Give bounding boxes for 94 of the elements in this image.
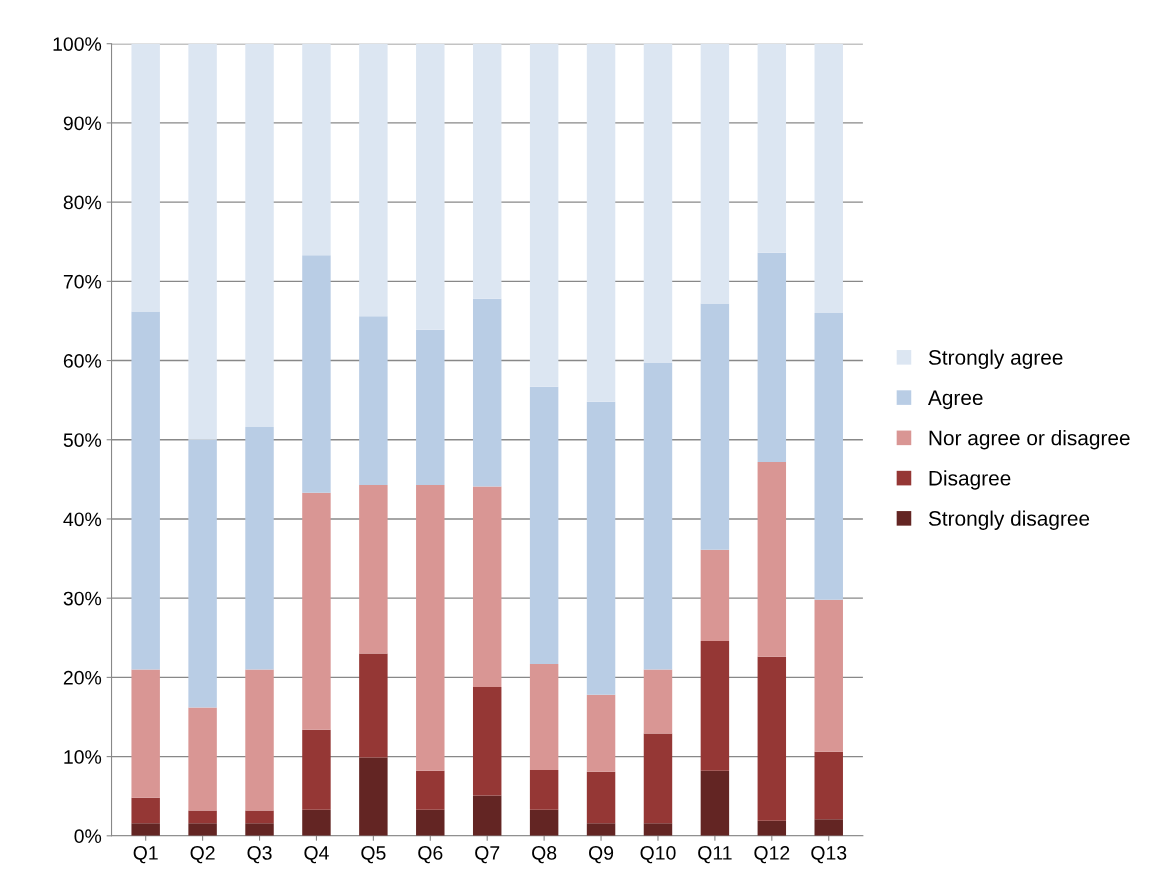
bar	[529, 770, 559, 810]
bar	[700, 43, 730, 304]
bar	[700, 640, 730, 771]
bar	[529, 663, 559, 771]
x-tick-label: Q4	[304, 846, 329, 864]
bar	[245, 427, 274, 670]
legend-label: Strongly disagree	[928, 510, 1090, 530]
bar	[302, 729, 331, 810]
bar	[643, 362, 673, 670]
x-tick-label: Q13	[811, 846, 847, 864]
bar	[359, 316, 388, 485]
x-tick-label: Q3	[247, 846, 272, 864]
x-tick-label: Q1	[133, 846, 158, 864]
bar	[472, 43, 502, 299]
bar	[757, 461, 787, 657]
x-tick-label: Q8	[532, 846, 557, 864]
bar	[302, 809, 331, 836]
bar	[757, 43, 787, 253]
bar	[416, 43, 445, 330]
bar	[643, 669, 673, 734]
x-tick-label: Q7	[475, 846, 500, 864]
bar	[814, 43, 843, 314]
y-tick-label: 80%	[63, 195, 102, 210]
bar	[245, 823, 274, 836]
bar	[359, 484, 388, 654]
bar	[188, 43, 217, 440]
bar	[643, 733, 673, 824]
bar	[359, 653, 388, 758]
bar	[814, 313, 843, 600]
legend-label: Disagree	[929, 470, 1011, 490]
bar	[529, 386, 559, 664]
y-tick-label: 30%	[63, 591, 102, 606]
y-tick-label: 40%	[63, 512, 102, 527]
bar	[814, 819, 843, 836]
legend-label: Strongly agree	[928, 349, 1063, 369]
bar	[416, 484, 445, 771]
bar	[245, 669, 274, 811]
y-tick-label: 50%	[63, 433, 102, 447]
bar	[188, 810, 217, 824]
bar	[188, 707, 217, 811]
bar	[131, 823, 160, 836]
bar	[586, 771, 616, 824]
bar	[643, 43, 673, 363]
bar	[586, 43, 616, 402]
y-tick-label: 10%	[64, 750, 102, 764]
x-tick-label: Q11	[698, 846, 732, 864]
y-tick-label: 70%	[63, 274, 102, 289]
bar	[586, 823, 616, 836]
bar	[359, 43, 388, 317]
bar	[529, 809, 559, 836]
bar	[643, 823, 673, 836]
bar	[814, 751, 843, 820]
y-tick-label: 0%	[74, 829, 102, 844]
y-tick-label: 90%	[63, 116, 102, 131]
y-tick-label: 20%	[63, 670, 102, 685]
bar	[302, 255, 331, 493]
bar	[245, 810, 274, 824]
bar	[472, 686, 502, 796]
x-tick-label: Q5	[361, 846, 386, 864]
x-tick-label: Q10	[640, 846, 676, 864]
bar	[814, 599, 843, 752]
bar	[416, 809, 445, 836]
legend-label: Nor agree or disagree	[929, 430, 1130, 450]
x-tick-label: Q2	[190, 846, 215, 864]
bar	[757, 820, 787, 836]
bar	[131, 311, 160, 670]
bar	[586, 694, 616, 772]
bar	[245, 43, 274, 428]
bar	[757, 252, 787, 462]
bar	[700, 549, 730, 641]
bar	[757, 656, 787, 821]
bar	[700, 303, 730, 550]
bar	[586, 401, 616, 695]
y-tick-label: 100%	[53, 37, 102, 51]
bar	[416, 770, 445, 810]
y-tick-label: 60%	[63, 354, 102, 368]
bar	[302, 492, 331, 730]
bar	[188, 823, 217, 836]
legend-label: Agree	[927, 390, 983, 410]
x-tick-label: Q12	[754, 846, 790, 864]
x-tick-label: Q6	[418, 846, 443, 864]
bar	[131, 797, 160, 824]
bar	[472, 298, 502, 487]
bar	[472, 795, 502, 836]
bar	[416, 329, 445, 485]
bar	[700, 770, 730, 836]
bar	[302, 43, 331, 256]
bar	[131, 43, 160, 312]
bar	[359, 757, 388, 836]
bar	[472, 486, 502, 687]
x-tick-label: Q9	[589, 846, 614, 864]
bar	[131, 669, 160, 798]
bar	[188, 439, 217, 708]
bar	[529, 43, 559, 387]
